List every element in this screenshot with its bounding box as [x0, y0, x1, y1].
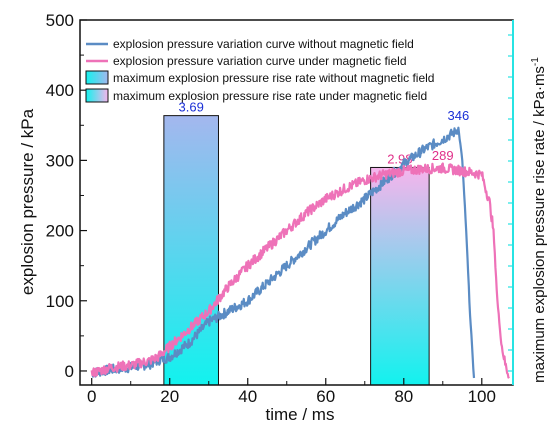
right-axis-label-main: maximum explosion pressure rise rate / k… [531, 66, 548, 383]
legend-label-under-field-bar: maximum explosion pressure rise rate und… [113, 89, 427, 103]
x-tick-label: 40 [238, 387, 257, 406]
right-axis-label-sup: -1 [530, 57, 541, 66]
legend-swatch-without-field-bar [85, 70, 109, 85]
y-tick-label: 300 [46, 151, 74, 170]
bar-value-label-without-field: 3.69 [179, 100, 204, 115]
bar-under-field [370, 166, 430, 386]
x-tick-label: 60 [316, 387, 335, 406]
right-axis-layer [508, 20, 514, 385]
legend-label-under-field-line: explosion pressure variation curve under… [113, 54, 407, 68]
peak-label-under-field: 289 [432, 148, 454, 163]
legend-label-without-field-line: explosion pressure variation curve witho… [113, 37, 414, 51]
lines-layer [90, 126, 510, 379]
x-tick-label: 0 [87, 387, 96, 406]
legend-swatch-under-field-bar [85, 88, 109, 103]
y-tick-label: 100 [46, 292, 74, 311]
y-tick-label: 0 [65, 362, 74, 381]
x-tick-label: 100 [468, 387, 496, 406]
right-axis-label: maximum explosion pressure rise rate / k… [530, 57, 548, 383]
peak-label-without-field: 346 [448, 108, 470, 123]
legend: explosion pressure variation curve witho… [85, 37, 434, 103]
series-line-under-field [90, 162, 510, 379]
y-axis-label: explosion pressure / kPa [18, 108, 37, 295]
labels-layer: 346 289 [432, 108, 469, 163]
y-tick-label: 400 [46, 81, 74, 100]
x-axis-label: time / ms [266, 405, 335, 424]
bars-layer: 3.692.98 [163, 100, 430, 386]
y-tick-label: 500 [46, 11, 74, 30]
legend-label-without-field-bar: maximum explosion pressure rise rate wit… [113, 71, 434, 85]
bar-without-field [163, 115, 219, 386]
y-tick-label: 200 [46, 222, 74, 241]
x-tick-label: 20 [160, 387, 179, 406]
x-tick-label: 80 [394, 387, 413, 406]
ticks-layer: 0 20 40 60 80 100 0 100 200 300 400 500 [46, 11, 496, 406]
